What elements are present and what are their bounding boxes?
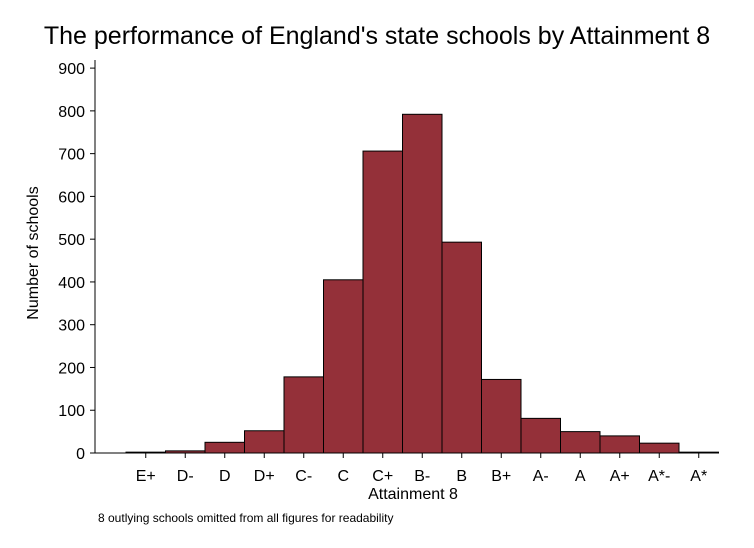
bar-B+ — [481, 378, 522, 454]
x-tick-label: A- — [533, 468, 549, 485]
y-tick-label: 700 — [58, 147, 85, 164]
y-tick-label: 500 — [58, 232, 85, 249]
x-tick-label: E+ — [136, 468, 156, 485]
footnote: 8 outlying schools omitted from all figu… — [98, 511, 393, 525]
bar-C+ — [362, 150, 403, 454]
x-tick-label: A — [575, 468, 586, 485]
x-tick-label: A* — [690, 468, 707, 485]
y-tick-label: 100 — [58, 403, 85, 420]
y-tick-label: 300 — [58, 318, 85, 335]
x-axis-label: Attainment 8 — [368, 486, 458, 503]
x-tick-label: B+ — [491, 468, 511, 485]
bar-A — [560, 431, 601, 454]
bar-D+ — [244, 430, 285, 454]
x-tick-label: C+ — [372, 468, 393, 485]
x-tick-label: C — [337, 468, 349, 485]
x-tick-label: C- — [295, 468, 312, 485]
y-tick-label: 600 — [58, 189, 85, 206]
bar-B- — [402, 113, 443, 454]
bars-group — [95, 113, 719, 454]
y-tick-label: 800 — [58, 104, 85, 121]
x-tick-label: A*- — [648, 468, 670, 485]
y-axis-label: Number of schools — [25, 186, 42, 319]
bar-A- — [520, 417, 561, 454]
y-ticks-group: 0 100 200 300 400 500 600 700 800 900 — [58, 61, 95, 463]
x-tick-label: B- — [414, 468, 430, 485]
bar-A*- — [639, 442, 680, 454]
bar-D — [204, 441, 245, 454]
y-tick-label: 200 — [58, 360, 85, 377]
bar-C- — [283, 376, 324, 454]
x-tick-label: A+ — [610, 468, 630, 485]
x-tick-label: B — [456, 468, 467, 485]
bar-C — [323, 279, 364, 454]
x-tick-label: D — [219, 468, 231, 485]
bar-A+ — [599, 435, 640, 454]
x-tick-label: D- — [177, 468, 194, 485]
chart-title: The performance of England's state schoo… — [44, 22, 710, 50]
x-ticks-group: E+ D- D D+ C- C C+ B- B B+ A- A A+ A*- A* — [136, 453, 707, 485]
y-tick-label: 400 — [58, 275, 85, 292]
y-tick-label: 900 — [58, 61, 85, 78]
x-tick-label: D+ — [254, 468, 275, 485]
y-tick-label: 0 — [76, 446, 85, 463]
bar-B — [441, 241, 482, 454]
